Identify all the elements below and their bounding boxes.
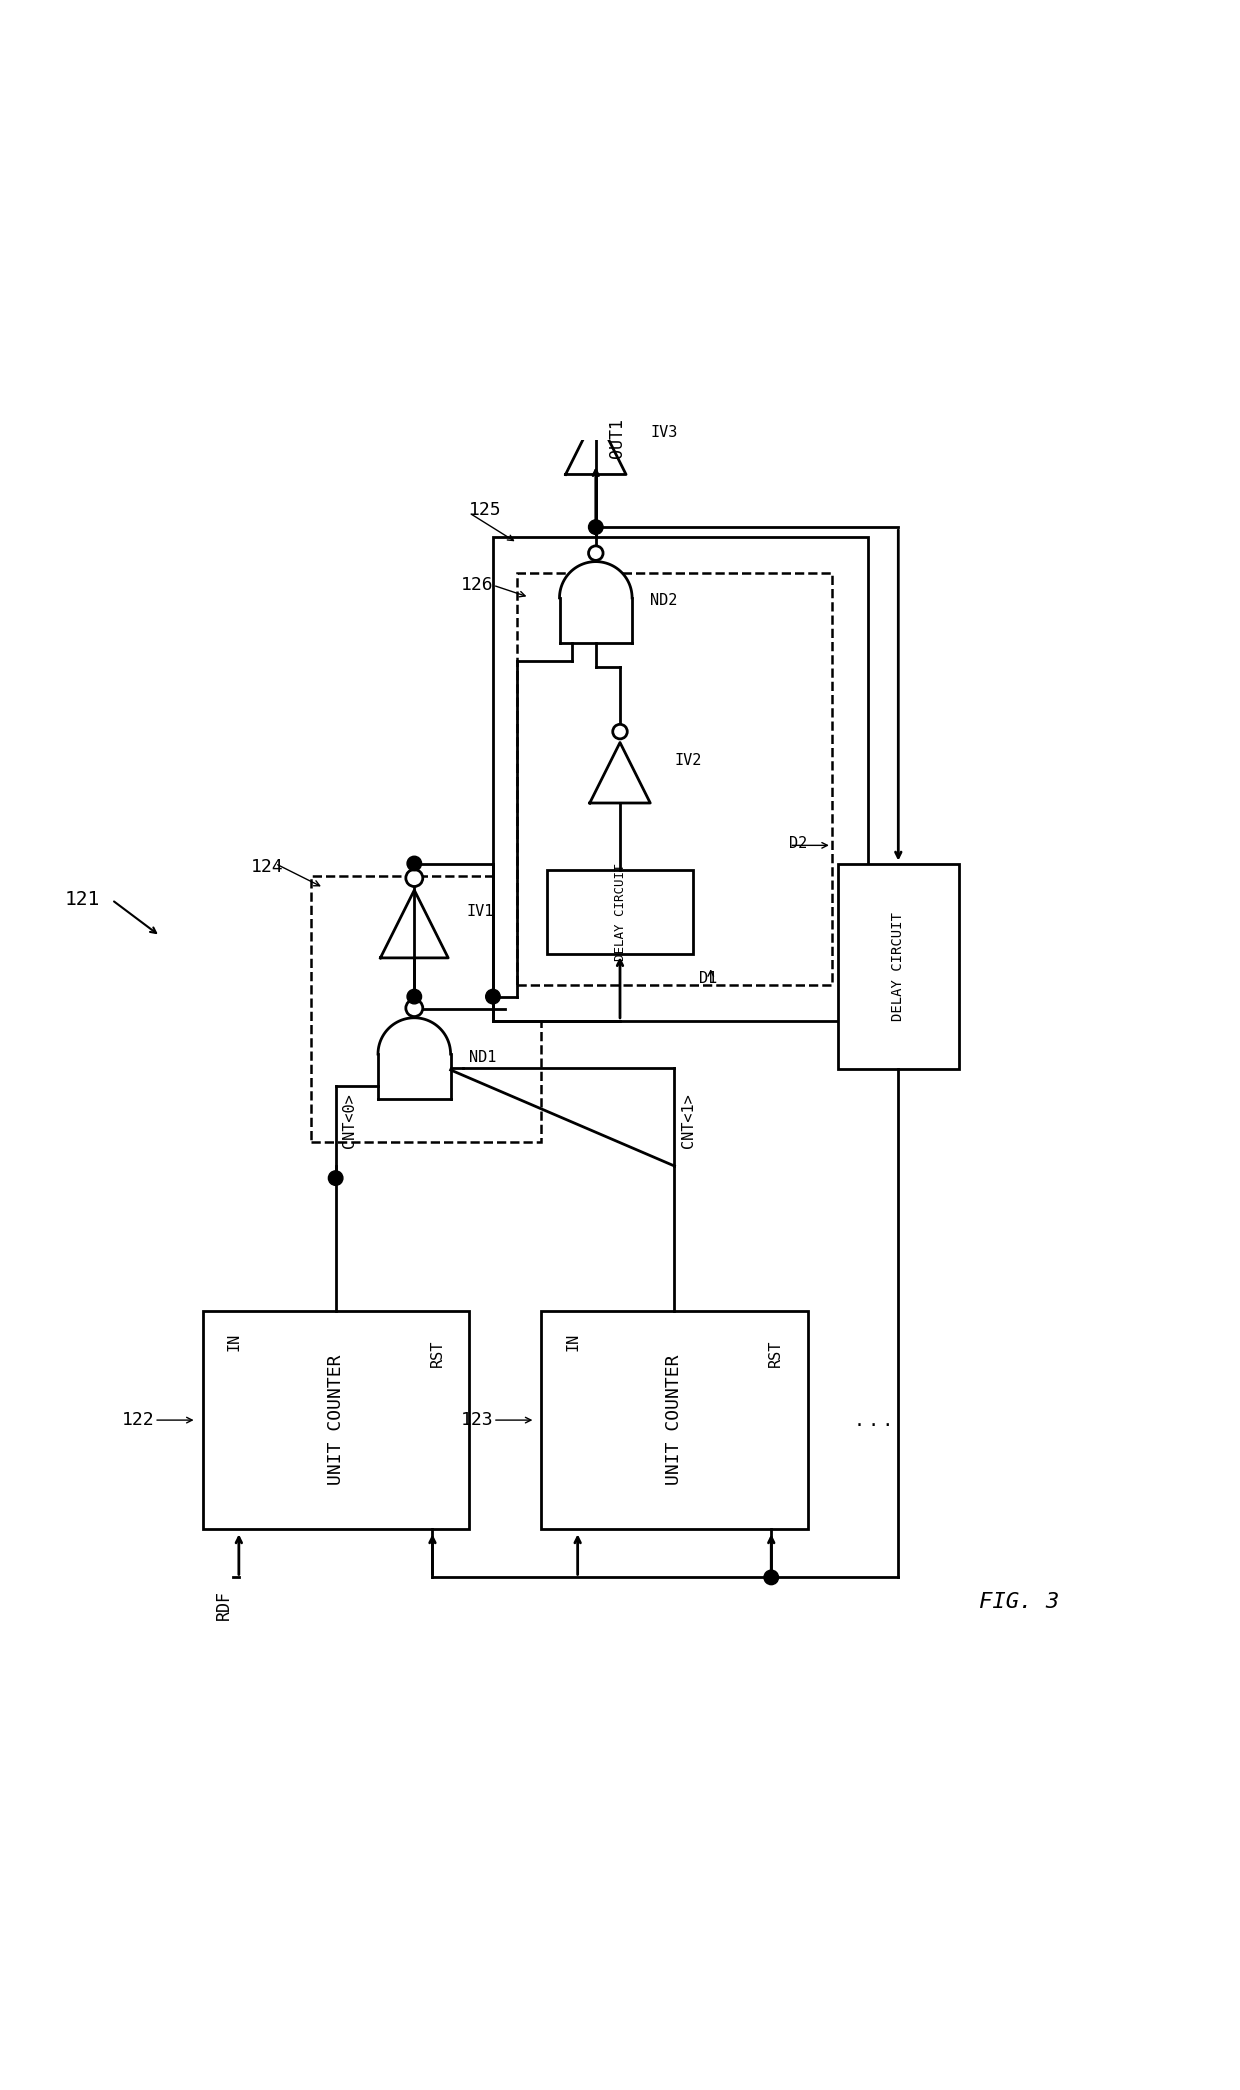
Text: 126: 126 bbox=[460, 577, 494, 594]
Circle shape bbox=[486, 989, 500, 1003]
Polygon shape bbox=[378, 1018, 450, 1053]
FancyBboxPatch shape bbox=[838, 863, 959, 1070]
FancyBboxPatch shape bbox=[494, 537, 868, 1020]
Text: IV2: IV2 bbox=[675, 752, 702, 769]
Text: IN: IN bbox=[227, 1331, 242, 1350]
Polygon shape bbox=[378, 1053, 450, 1099]
Circle shape bbox=[407, 989, 422, 1003]
Text: UNIT COUNTER: UNIT COUNTER bbox=[666, 1354, 683, 1486]
Text: OUT1: OUT1 bbox=[608, 418, 626, 458]
Text: 124: 124 bbox=[250, 857, 284, 876]
Circle shape bbox=[329, 1170, 343, 1185]
Text: 121: 121 bbox=[64, 890, 99, 909]
Text: CNT<1>: CNT<1> bbox=[681, 1093, 696, 1147]
Text: CNT<0>: CNT<0> bbox=[342, 1093, 357, 1147]
Circle shape bbox=[589, 520, 603, 535]
Circle shape bbox=[589, 395, 603, 410]
Text: IN: IN bbox=[565, 1331, 580, 1350]
Circle shape bbox=[764, 1570, 779, 1584]
Text: RST: RST bbox=[429, 1340, 445, 1367]
Text: RST: RST bbox=[769, 1340, 784, 1367]
FancyBboxPatch shape bbox=[202, 1310, 469, 1530]
Text: IV1: IV1 bbox=[466, 905, 494, 920]
Circle shape bbox=[405, 869, 423, 886]
FancyBboxPatch shape bbox=[542, 1310, 807, 1530]
Polygon shape bbox=[559, 562, 632, 598]
Polygon shape bbox=[590, 742, 650, 803]
Text: FIG. 3: FIG. 3 bbox=[980, 1593, 1059, 1611]
Polygon shape bbox=[565, 414, 626, 474]
Circle shape bbox=[407, 857, 422, 872]
Polygon shape bbox=[381, 890, 448, 957]
Circle shape bbox=[589, 545, 603, 560]
Text: UNIT COUNTER: UNIT COUNTER bbox=[326, 1354, 345, 1486]
Text: RDF: RDF bbox=[215, 1590, 233, 1620]
Text: IV3: IV3 bbox=[650, 424, 677, 439]
Text: ND2: ND2 bbox=[650, 594, 677, 608]
Text: 122: 122 bbox=[122, 1411, 154, 1430]
Text: DELAY CIRCUIT: DELAY CIRCUIT bbox=[892, 911, 905, 1020]
Text: 125: 125 bbox=[469, 502, 501, 518]
Text: DELAY CIRCUIT: DELAY CIRCUIT bbox=[614, 863, 626, 961]
FancyBboxPatch shape bbox=[547, 869, 693, 955]
Text: D1: D1 bbox=[698, 972, 717, 986]
Circle shape bbox=[613, 725, 627, 740]
Text: ND1: ND1 bbox=[469, 1049, 496, 1064]
Text: 123: 123 bbox=[460, 1411, 494, 1430]
Text: D2: D2 bbox=[790, 836, 807, 851]
Circle shape bbox=[405, 999, 423, 1016]
Text: . . .: . . . bbox=[856, 1411, 892, 1430]
Polygon shape bbox=[559, 598, 632, 644]
